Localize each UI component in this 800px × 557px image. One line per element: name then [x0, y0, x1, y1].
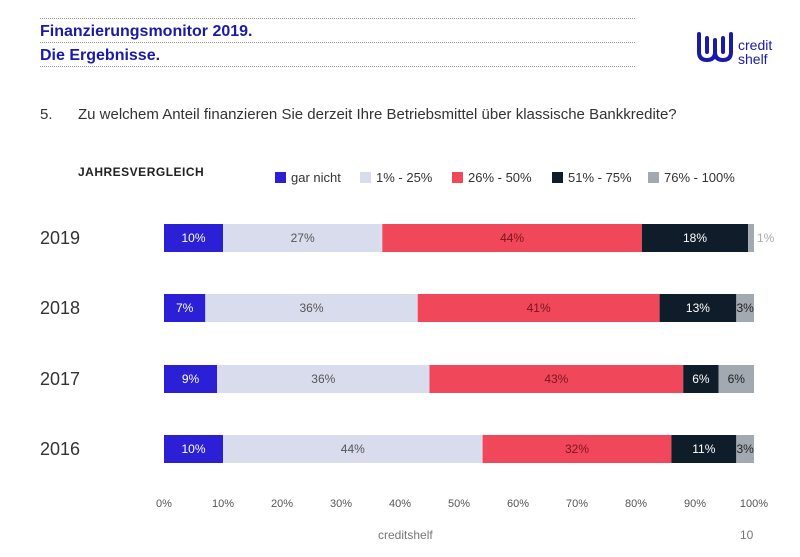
- logo-text-line2: shelf: [738, 51, 768, 67]
- question-number: 5.: [40, 106, 53, 123]
- bar-value-label: 32%: [565, 442, 589, 456]
- legend-item-76-100: 76% - 100%: [648, 170, 735, 185]
- legend-swatch: [275, 172, 286, 183]
- header-divider-middle: [40, 42, 635, 43]
- creditshelf-logo-icon: [697, 32, 733, 63]
- legend-label: 76% - 100%: [664, 170, 735, 185]
- year-label-2016: 2016: [40, 439, 80, 459]
- bar-value-label: 36%: [311, 372, 335, 386]
- bar-segment: [482, 435, 672, 463]
- x-tick-label: 60%: [507, 498, 529, 510]
- bar-value-label: 41%: [527, 301, 551, 315]
- page-title: Finanzierungsmonitor 2019.: [40, 23, 253, 40]
- x-tick-label: 30%: [330, 498, 352, 510]
- bar-value-label: 6%: [728, 372, 746, 386]
- bar-segment: [683, 365, 719, 393]
- page-number: 10: [740, 528, 754, 542]
- bar-segment: [164, 294, 206, 322]
- bar-segment: [164, 224, 223, 252]
- bar-segment: [217, 365, 430, 393]
- legend-item-1-25: 1% - 25%: [360, 170, 432, 185]
- bar-value-label: 7%: [176, 301, 194, 315]
- header-divider-bottom: [40, 66, 635, 67]
- bar-segment: [671, 435, 737, 463]
- bar-value-label: 13%: [686, 301, 710, 315]
- legend-item-gar-nicht: gar nicht: [275, 170, 341, 185]
- year-label-2019: 2019: [40, 228, 80, 248]
- bar-value-label: 11%: [692, 442, 715, 456]
- bar-value-label: 18%: [683, 231, 707, 245]
- legend-label: gar nicht: [291, 170, 341, 185]
- bar-value-label: 9%: [182, 372, 200, 386]
- legend-label: 1% - 25%: [376, 170, 433, 185]
- x-tick-label: 0%: [156, 498, 172, 510]
- bar-segment: [736, 294, 754, 322]
- footer-brand: creditshelf: [378, 528, 433, 542]
- bar-value-label: 44%: [341, 442, 365, 456]
- bar-segment: [748, 224, 754, 252]
- bar-value-label: 36%: [299, 301, 323, 315]
- legend-item-26-50: 26% - 50%: [452, 170, 532, 185]
- legend-swatch: [360, 172, 371, 183]
- page-subtitle: Die Ergebnisse.: [40, 47, 161, 64]
- bar-segment: [205, 294, 418, 322]
- year-label-2017: 2017: [40, 369, 80, 389]
- x-tick-label: 20%: [271, 498, 293, 510]
- question-text: Zu welchem Anteil finanzieren Sie derzei…: [78, 106, 677, 123]
- x-tick-label: 90%: [684, 498, 706, 510]
- bar-segment: [641, 224, 749, 252]
- header-divider-top: [40, 18, 635, 19]
- bar-value-label: 6%: [692, 372, 710, 386]
- bar-value-label: 3%: [736, 442, 754, 456]
- x-tick-label: 100%: [740, 498, 768, 510]
- legend-label: 51% - 75%: [568, 170, 632, 185]
- bar-value-label: 43%: [544, 372, 568, 386]
- bar-segment: [223, 224, 383, 252]
- bar-segment: [164, 435, 223, 463]
- x-tick-label: 50%: [448, 498, 470, 510]
- bar-value-label: 1%: [757, 231, 775, 245]
- bar-segment: [659, 294, 737, 322]
- bar-value-label: 3%: [736, 301, 754, 315]
- bar-value-label: 10%: [181, 442, 205, 456]
- chart-title: JAHRESVERGLEICH: [78, 165, 205, 179]
- bar-segment: [429, 365, 684, 393]
- x-tick-label: 40%: [389, 498, 411, 510]
- year-label-2018: 2018: [40, 298, 80, 318]
- bar-segment: [164, 365, 218, 393]
- bar-value-label: 27%: [291, 231, 315, 245]
- x-tick-label: 80%: [625, 498, 647, 510]
- x-tick-label: 10%: [212, 498, 234, 510]
- legend-swatch: [452, 172, 463, 183]
- legend-swatch: [648, 172, 659, 183]
- bar-segment: [223, 435, 483, 463]
- bar-value-label: 10%: [181, 231, 205, 245]
- bar-segment: [417, 294, 660, 322]
- legend-swatch: [552, 172, 563, 183]
- bar-segment: [718, 365, 754, 393]
- bar-segment: [736, 435, 754, 463]
- legend-item-51-75: 51% - 75%: [552, 170, 632, 185]
- x-tick-label: 70%: [566, 498, 588, 510]
- legend-label: 26% - 50%: [468, 170, 532, 185]
- bar-segment: [382, 224, 642, 252]
- bar-value-label: 44%: [500, 231, 524, 245]
- logo-text-line1: credit: [738, 37, 773, 53]
- logo-wordmark: credit shelf: [738, 38, 772, 66]
